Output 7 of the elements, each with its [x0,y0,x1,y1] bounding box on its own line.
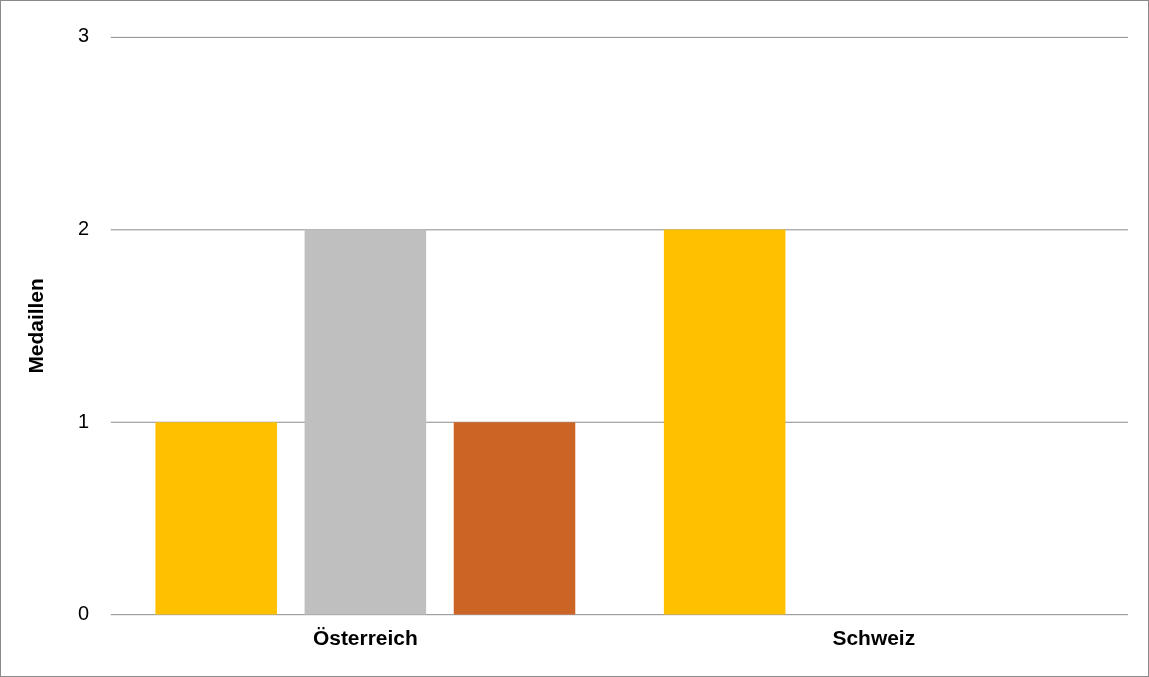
y-axis-title: Medaillen [24,278,48,374]
y-tick-label: 1 [78,409,90,432]
x-tick-label: Schweiz [832,626,916,650]
y-tick-label: 3 [78,24,90,47]
x-tick-label: Österreich [312,626,418,650]
y-tick-label: 0 [78,602,90,625]
y-tick-label: 2 [78,217,90,240]
